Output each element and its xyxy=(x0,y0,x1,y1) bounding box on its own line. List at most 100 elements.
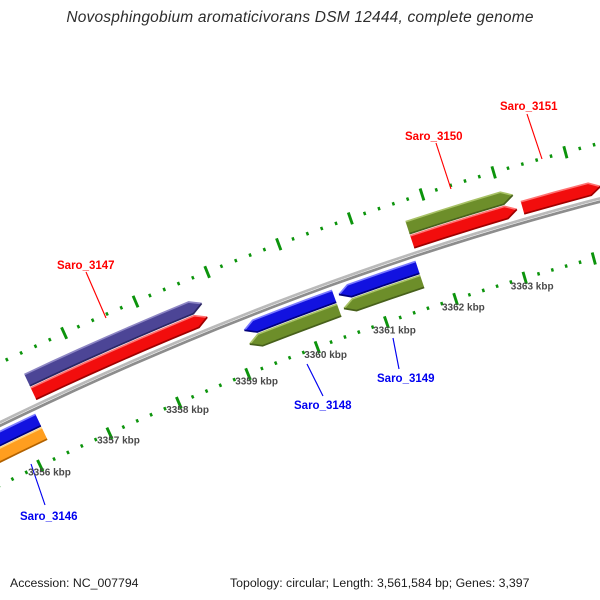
ruler-minor-tick xyxy=(319,226,324,231)
ruler-minor-tick xyxy=(105,311,109,317)
ruler-major-tick xyxy=(346,212,354,225)
cog-arrow-Saro_3147-highlight xyxy=(24,301,202,376)
cog-arrow-Saro_3148-highlight xyxy=(249,303,338,345)
backbone-line xyxy=(0,200,600,428)
ruler-major-tick xyxy=(313,340,321,354)
ruler-major-tick xyxy=(590,252,597,265)
ruler-major-tick xyxy=(60,326,69,340)
gene-label-Saro_3148[interactable]: Saro_3148 xyxy=(294,400,352,412)
ruler-minor-tick xyxy=(33,344,38,349)
cog-arrow-Saro_3150 xyxy=(405,192,513,234)
ruler-minor-tick xyxy=(506,166,510,171)
ruler-minor-tick xyxy=(121,424,126,430)
status-topology: Topology: circular; Length: 3,561,584 bp… xyxy=(230,576,530,590)
ruler-minor-tick xyxy=(10,477,15,482)
ruler-minor-tick xyxy=(287,355,292,360)
gene-arrow-Saro_3147-shadow xyxy=(35,316,208,401)
gene-arrow-Saro_3147 xyxy=(30,315,208,400)
ruler-minor-tick xyxy=(391,201,396,206)
ruler-minor-tick xyxy=(578,146,582,151)
leader-line-Saro_3147 xyxy=(85,271,107,319)
ruler-minor-tick xyxy=(426,306,430,311)
ruler-label-3363: 3363 kbp xyxy=(511,281,554,292)
ruler-major-tick xyxy=(36,459,45,472)
cog-arrow-Saro_3150-shadow xyxy=(409,194,514,235)
genome-backbone xyxy=(0,196,600,428)
gene-arrow-Saro_3146 xyxy=(0,414,41,446)
ruler-minor-tick xyxy=(66,450,70,455)
gene-label-Saro_3151[interactable]: Saro_3151 xyxy=(500,101,558,113)
ruler-minor-tick xyxy=(550,267,555,272)
cog-arrow-Saro_3146-highlight xyxy=(0,427,43,449)
leader-line-Saro_3148 xyxy=(306,363,324,397)
ruler-minor-tick xyxy=(119,305,124,310)
gene-label-Saro_3149[interactable]: Saro_3149 xyxy=(377,373,435,385)
ruler-minor-tick xyxy=(412,310,416,315)
gene-arrow-Saro_3150-shadow xyxy=(413,208,518,249)
ruler-minor-tick xyxy=(191,275,195,280)
ruler-label-3362: 3362 kbp xyxy=(442,302,485,313)
cog-arrow-Saro_3150-highlight xyxy=(405,191,513,223)
ruler-minor-tick xyxy=(52,456,56,462)
ruler-minor-tick xyxy=(536,271,541,276)
ruler-label-3359: 3359 kbp xyxy=(235,377,278,388)
cog-arrow-Saro_3147 xyxy=(24,302,202,386)
ruler-minor-tick xyxy=(549,154,553,159)
gene-arrow-Saro_3150 xyxy=(410,206,517,248)
genome-title: Novosphingobium aromaticivorans DSM 1244… xyxy=(66,9,534,26)
ruler-minor-tick xyxy=(592,142,596,147)
gene-arrow-Saro_3146-shadow xyxy=(0,425,42,447)
ruler-minor-tick xyxy=(440,301,444,306)
gene-label-Saro_3147[interactable]: Saro_3147 xyxy=(57,260,115,272)
ruler-minor-tick xyxy=(176,281,181,286)
cog-arrow-Saro_3146 xyxy=(0,427,48,463)
ruler-label-3361: 3361 kbp xyxy=(373,325,416,336)
ruler-minor-tick xyxy=(343,334,347,340)
ruler-minor-tick xyxy=(305,231,310,236)
ruler-major-tick xyxy=(244,367,252,381)
gene-label-Saro_3146[interactable]: Saro_3146 xyxy=(20,511,78,523)
gene-Saro_3146 xyxy=(0,413,48,463)
ruler-minor-tick xyxy=(79,443,84,449)
ruler-minor-tick xyxy=(76,324,81,329)
cog-arrow-Saro_3147-shadow xyxy=(29,302,203,387)
ruler-major-tick xyxy=(383,315,390,329)
ruler-label-3356: 3356 kbp xyxy=(28,468,71,479)
ruler-minor-tick xyxy=(434,187,438,192)
gene-arrow-Saro_3151-highlight xyxy=(520,182,600,203)
ruler-minor-tick xyxy=(463,179,467,183)
gene-arrow-Saro_3148 xyxy=(244,290,337,332)
ruler-minor-tick xyxy=(449,183,453,188)
gene-label-Saro_3150[interactable]: Saro_3150 xyxy=(405,131,463,143)
ruler-minor-tick xyxy=(19,350,24,355)
ruler-minor-tick xyxy=(232,377,237,382)
ruler-minor-tick xyxy=(377,206,381,211)
ruler-minor-tick xyxy=(273,361,278,366)
ruler-minor-tick xyxy=(163,406,167,411)
backbone-line xyxy=(0,196,600,424)
gene-arrow-Saro_3149-highlight xyxy=(338,260,416,296)
ruler-major-tick xyxy=(418,188,426,201)
ruler-minor-tick xyxy=(135,418,140,423)
ruler-minor-tick xyxy=(398,315,402,320)
ruler-minor-tick xyxy=(291,236,295,241)
ruler-minor-tick xyxy=(24,470,29,475)
status-accession: Accession: NC_007794 xyxy=(10,576,139,590)
leader-line-Saro_3149 xyxy=(392,337,400,370)
ruler-major-tick xyxy=(131,295,140,308)
leader-line-Saro_3151 xyxy=(526,113,543,160)
gene-Saro_3149 xyxy=(338,260,425,312)
cog-arrow-Saro_3146-shadow xyxy=(0,438,48,463)
ruler-minor-tick xyxy=(405,197,410,202)
leader-line-Saro_3146 xyxy=(30,463,46,506)
ruler-minor-tick xyxy=(509,280,513,284)
ruler-minor-tick xyxy=(534,158,539,163)
ruler-minor-tick xyxy=(4,357,9,362)
ruler-minor-tick xyxy=(357,330,361,335)
ruler-minor-tick xyxy=(93,437,98,442)
ruler-minor-tick xyxy=(334,221,338,226)
ruler-major-tick xyxy=(105,426,114,440)
gene-Saro_3148 xyxy=(243,289,342,347)
